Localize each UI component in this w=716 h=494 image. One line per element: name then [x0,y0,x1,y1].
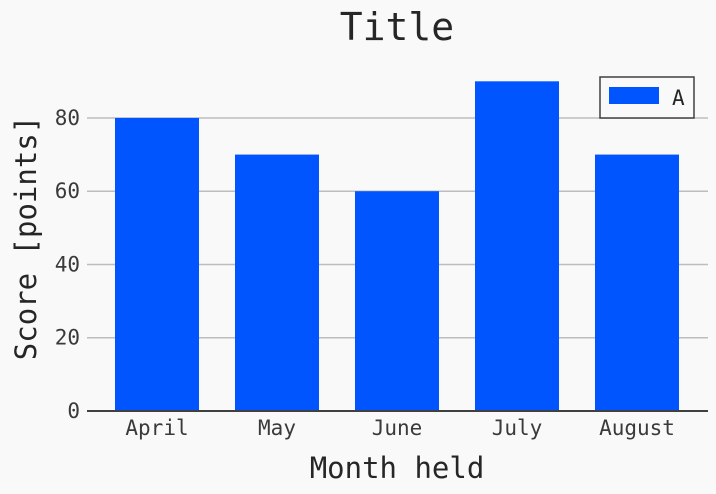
chart-title: Title [340,5,454,49]
x-tick-label: April [125,416,188,440]
y-tick-label: 0 [67,399,80,423]
legend-label-a: A [672,86,685,110]
y-tick-label: 40 [55,252,80,276]
x-tick-label: June [372,416,423,440]
y-tick-label: 60 [55,179,80,203]
bar-august [595,154,679,411]
y-tick-label: 80 [55,106,80,130]
x-tick-label: May [258,416,296,440]
x-axis-label: Month held [310,451,485,485]
bar-june [355,191,439,411]
x-tick-label: August [599,416,675,440]
x-tick-labels: April May June July August [125,416,675,440]
legend: A [599,76,695,119]
bar-april [115,117,199,412]
bar-may [235,154,319,411]
y-axis-label: Score [points] [9,116,43,360]
legend-swatch-a [609,87,659,104]
x-tick-label: July [492,416,543,440]
y-tick-label: 20 [55,326,80,350]
bars [115,81,679,412]
bar-july [475,81,559,411]
y-tick-labels: 0 20 40 60 80 [55,106,80,423]
